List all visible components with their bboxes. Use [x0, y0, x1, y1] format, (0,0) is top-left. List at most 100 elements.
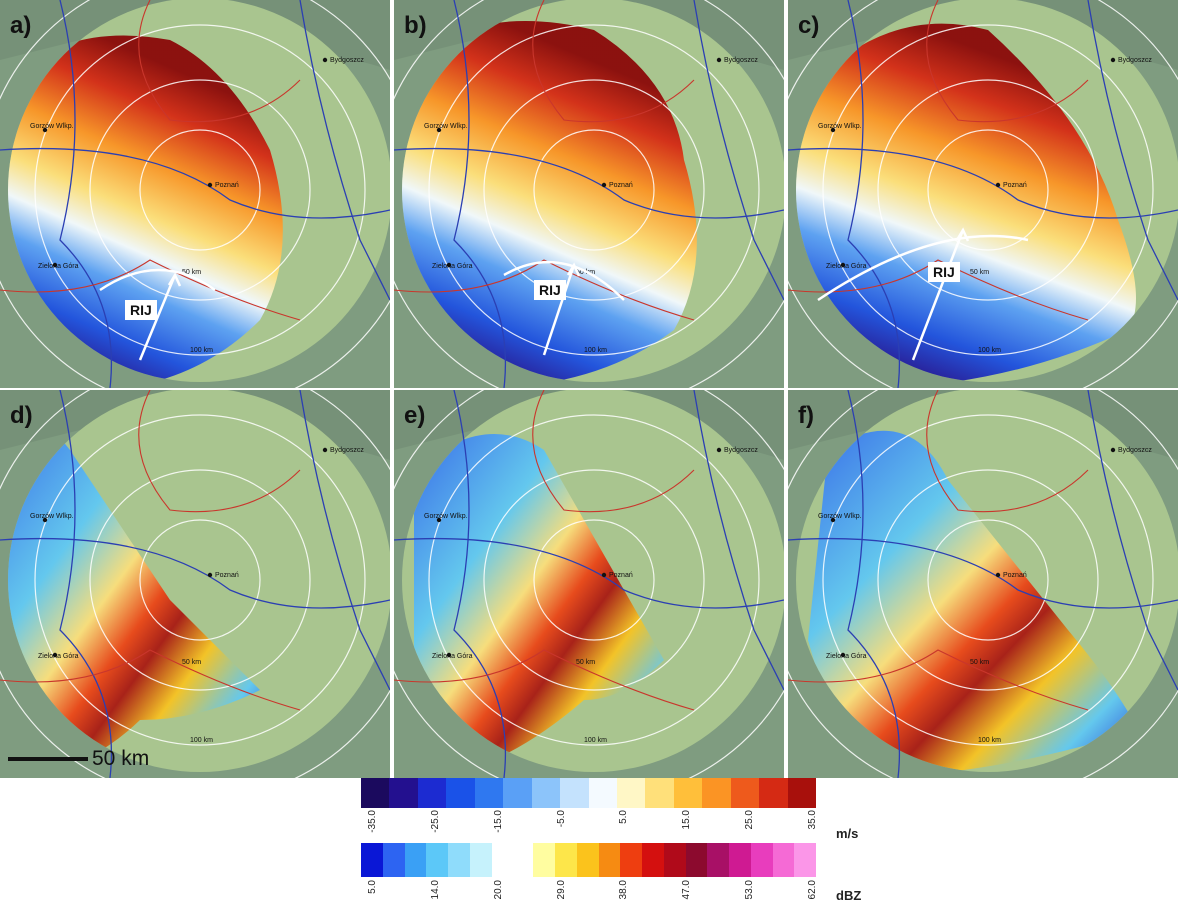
colorbar-cell — [588, 778, 617, 808]
colorbar-cell — [404, 843, 427, 877]
map-label-zielona: Zielona Góra — [432, 263, 473, 270]
scale-bar — [8, 757, 88, 761]
map-label-gorzow: Gorzów Wlkp. — [818, 123, 862, 130]
colorbar-cell — [645, 778, 674, 808]
colorbar-cell — [616, 778, 646, 808]
map-label-bydgoszcz: Bydgoszcz — [1118, 57, 1152, 64]
colorbar-cell — [426, 843, 448, 877]
colorbar-cell — [491, 843, 514, 877]
colorbar-cell — [642, 843, 664, 877]
colorbar-cell — [673, 778, 703, 808]
reflectivity-colorbar — [361, 843, 816, 877]
colorbar-tick-label: 20.0 — [492, 880, 504, 900]
colorbar-cell — [750, 843, 773, 877]
colorbar-cell — [663, 843, 686, 877]
map-label-gorzow: Gorzów Wlkp. — [818, 513, 862, 520]
colorbar-cell — [620, 843, 642, 877]
panel-letter: f) — [798, 402, 814, 429]
map-label-ring_100: 100 km — [978, 347, 1001, 354]
colorbar-cell — [555, 843, 577, 877]
colorbar-cell — [448, 843, 470, 877]
velocity-ticks: -35.0 -25.0 -15.0 -5.0 5.0 15.0 25.0 35.0 — [361, 810, 818, 840]
radar-panel-a: Bydgoszcz Gorzów Wlkp. Poznań Zielona Góra 5… — [0, 0, 390, 388]
rij-label: RIJ — [928, 262, 960, 282]
colorbar-tick-label: 15.0 — [681, 810, 693, 830]
scale-bar-label: 50 km — [92, 747, 150, 770]
colorbar-tick-label: 53.0 — [744, 880, 756, 900]
radar-panel-c: Bydgoszcz Gorzów Wlkp. Poznań Zielona Góra 5… — [788, 0, 1178, 388]
colorbar-cell — [531, 778, 561, 808]
colorbar-tick-label: 25.0 — [744, 810, 756, 830]
panel-letter: c) — [798, 12, 820, 39]
reflectivity-unit: dBZ — [836, 888, 862, 903]
map-label-zielona: Zielona Góra — [38, 263, 79, 270]
map-label-poznan: Poznań — [1003, 572, 1027, 579]
map-label-ring_100: 100 km — [978, 737, 1001, 744]
colorbar-tick-label: -35.0 — [367, 810, 378, 833]
colorbar-tick-label: 5.0 — [618, 810, 630, 824]
map-label-ring_50: 50 km — [182, 659, 201, 666]
map-label-bydgoszcz: Bydgoszcz — [330, 447, 364, 454]
colorbar-cell — [503, 778, 532, 808]
colorbar-cell — [474, 778, 504, 808]
colorbar-cell — [417, 778, 447, 808]
colorbar-cell — [361, 843, 383, 877]
radar-panel-f: Bydgoszcz Gorzów Wlkp. Poznań Zielona Góra 5… — [788, 390, 1178, 778]
map-label-gorzow: Gorzów Wlkp. — [30, 513, 74, 520]
map-label-ring_50: 50 km — [970, 659, 989, 666]
colorbar-tick-label: 47.0 — [681, 880, 693, 900]
colorbar-cell — [576, 843, 599, 877]
map-label-ring_100: 100 km — [584, 347, 607, 354]
radar-map: Bydgoszcz Gorzów Wlkp. Poznań Zielona Góra 5… — [788, 390, 1178, 778]
map-label-gorzow: Gorzów Wlkp. — [424, 513, 468, 520]
colorbar-tick-label: -15.0 — [492, 810, 504, 833]
colorbar-cell — [794, 843, 816, 877]
colorbar-cell — [702, 778, 731, 808]
colorbar-cell — [759, 778, 788, 808]
map-label-ring_50: 50 km — [182, 269, 201, 276]
radar-panel-d: Bydgoszcz Gorzów Wlkp. Poznań Zielona Góra 5… — [0, 390, 390, 778]
map-label-ring_100: 100 km — [584, 737, 607, 744]
map-label-gorzow: Gorzów Wlkp. — [30, 123, 74, 130]
colorbar-cell — [382, 843, 405, 877]
map-label-bydgoszcz: Bydgoszcz — [724, 57, 758, 64]
colorbar-tick-label: 62.0 — [807, 880, 818, 900]
colorbar-cell — [730, 778, 760, 808]
colorbar-cell — [533, 843, 555, 877]
colorbar-cell — [707, 843, 729, 877]
map-label-poznan: Poznań — [609, 572, 633, 579]
colorbar-cell — [361, 778, 390, 808]
map-label-ring_50: 50 km — [576, 659, 595, 666]
panel-letter: e) — [404, 402, 426, 429]
colorbar-tick-label: 38.0 — [618, 880, 630, 900]
map-label-poznan: Poznań — [215, 182, 239, 189]
colorbar-tick-label: 35.0 — [807, 810, 818, 830]
panel-letter: a) — [10, 12, 32, 39]
reflectivity-ticks: 5.0 14.0 20.0 29.0 38.0 47.0 53.0 62.0 — [361, 880, 818, 912]
colorbar-tick-label: -5.0 — [555, 810, 567, 828]
panel-letter: b) — [404, 12, 427, 39]
map-label-zielona: Zielona Góra — [38, 653, 79, 660]
rij-label: RIJ — [534, 280, 566, 300]
map-label-poznan: Poznań — [609, 182, 633, 189]
colorbar-tick-label: 14.0 — [429, 880, 441, 900]
colorbar-cell — [560, 778, 589, 808]
colorbar-cell — [446, 778, 475, 808]
rij-label: RIJ — [125, 300, 157, 320]
colorbar-cell — [469, 843, 492, 877]
map-label-zielona: Zielona Góra — [432, 653, 473, 660]
map-label-poznan: Poznań — [215, 572, 239, 579]
colorbar-cell — [729, 843, 751, 877]
map-label-ring_100: 100 km — [190, 737, 213, 744]
radar-map: Bydgoszcz Gorzów Wlkp. Poznań Zielona Góra 5… — [394, 390, 784, 778]
map-label-zielona: Zielona Góra — [826, 653, 867, 660]
panel-letter: d) — [10, 402, 33, 429]
map-label-bydgoszcz: Bydgoszcz — [1118, 447, 1152, 454]
map-label-zielona: Zielona Góra — [826, 263, 867, 270]
map-label-bydgoszcz: Bydgoszcz — [724, 447, 758, 454]
map-label-bydgoszcz: Bydgoszcz — [330, 57, 364, 64]
velocity-unit: m/s — [836, 826, 859, 841]
colorbar-tick-label: 29.0 — [555, 880, 567, 900]
